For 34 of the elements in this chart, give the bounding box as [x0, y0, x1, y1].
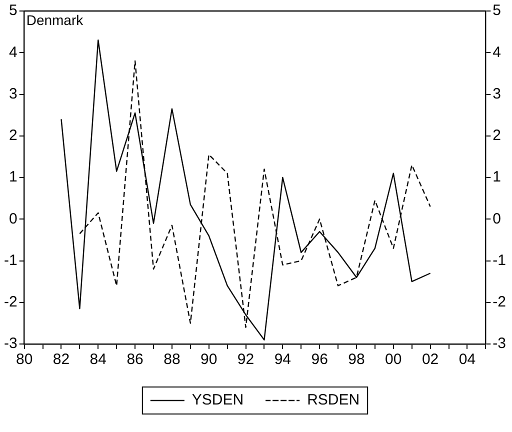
- y-tick-label: -3: [4, 335, 18, 352]
- y-tick-label: 2: [8, 127, 18, 144]
- x-tick-label: 98: [348, 351, 365, 368]
- y-tick-label: 3: [8, 85, 18, 102]
- x-tick-label: 02: [422, 351, 439, 368]
- y2-tick-label: 0: [492, 210, 502, 228]
- y2-tick-label: 4: [492, 44, 502, 61]
- x-tick-label: 90: [200, 351, 218, 368]
- x-tick-label: 80: [16, 351, 33, 368]
- y-tick-label: 4: [8, 44, 18, 61]
- y2-tick-label: 5: [492, 2, 502, 20]
- chart-title: Denmark: [26, 12, 84, 28]
- x-tick-label: 88: [164, 351, 180, 368]
- x-tick-label: 84: [90, 351, 106, 368]
- x-tick-label: 92: [237, 351, 254, 368]
- y-tick-label: 0: [8, 210, 18, 228]
- y-tick-label: 5: [8, 2, 18, 20]
- y-tick-label: -2: [4, 294, 18, 311]
- y2-tick-label: -2: [492, 294, 506, 311]
- x-tick-label: 86: [126, 351, 144, 368]
- x-tick-label: 96: [311, 351, 328, 368]
- legend-label: YSDEN: [192, 392, 244, 409]
- legend-label: RSDEN: [307, 392, 360, 409]
- y2-tick-label: 1: [492, 168, 502, 186]
- y2-tick-label: -1: [492, 252, 506, 269]
- x-tick-label: 04: [458, 351, 476, 368]
- y2-tick-label: 3: [492, 85, 502, 102]
- y-tick-label: 1: [8, 168, 18, 186]
- x-tick-label: 94: [274, 351, 292, 368]
- y-tick-label: -1: [4, 252, 18, 269]
- x-tick-label: 82: [52, 351, 70, 368]
- y2-tick-label: -3: [492, 335, 506, 352]
- x-tick-label: 00: [385, 351, 402, 368]
- y2-tick-label: 2: [492, 127, 502, 144]
